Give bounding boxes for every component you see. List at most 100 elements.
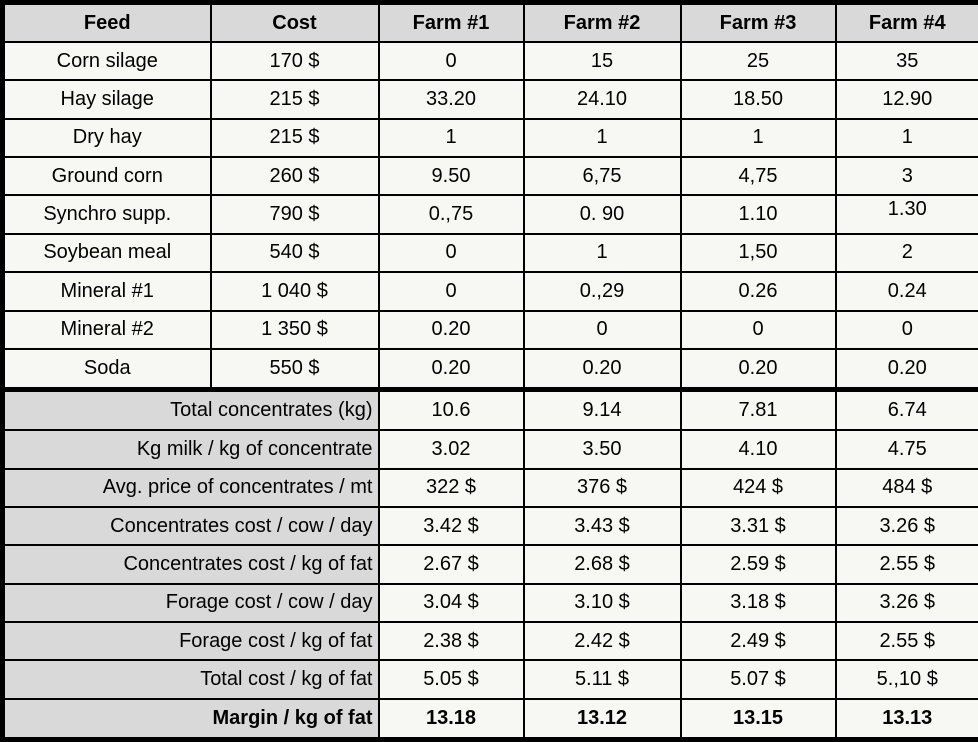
value-cell: 1 [834, 117, 978, 159]
feed-name-cell: Soybean meal [1, 232, 212, 274]
table-row-mineral-2: Mineral #2 1 350 $ 0.20 0 0 0 [1, 309, 978, 350]
value-cell: 0.20 [377, 309, 525, 350]
table-row-ground-corn: Ground corn 260 $ 9.50 6,75 4,75 3 [1, 156, 978, 197]
value-cell: 1 [522, 232, 682, 274]
summary-row-margin-kg-fat: Margin / kg of fat 13.18 13.12 13.15 13.… [1, 697, 978, 741]
summary-label-cell: Avg. price of concentrates / mt [1, 467, 380, 508]
value-cell: 0.20 [377, 347, 525, 391]
raised-value: 1.30 [887, 198, 927, 221]
summary-row-avg-price-concentrates: Avg. price of concentrates / mt 322 $ 37… [1, 467, 978, 508]
value-cell: 3.31 $ [679, 505, 837, 547]
value-cell: 0 [834, 309, 978, 350]
value-cell: 0.20 [834, 347, 978, 391]
summary-row-kg-milk-per-kg-concentrate: Kg milk / kg of concentrate 3.02 3.50 4.… [1, 429, 978, 470]
value-cell: 2.67 $ [377, 544, 525, 585]
value-cell: 0 [377, 40, 525, 82]
cost-cell: 1 040 $ [209, 271, 380, 312]
value-cell: 33.20 [377, 79, 525, 120]
value-cell: 3.43 $ [522, 505, 682, 547]
summary-label-cell: Concentrates cost / kg of fat [1, 544, 380, 585]
feed-name-cell: Synchro supp. [1, 194, 212, 235]
cost-cell: 1 350 $ [209, 309, 380, 350]
cost-cell: 215 $ [209, 79, 380, 120]
value-cell: 4,75 [679, 156, 837, 197]
value-cell: 5.11 $ [522, 659, 682, 700]
value-cell: 5.07 $ [679, 659, 837, 700]
value-cell: 2.55 $ [834, 620, 978, 662]
column-header-farm2: Farm #2 [522, 1, 682, 43]
value-cell: 6,75 [522, 156, 682, 197]
table-row-dry-hay: Dry hay 215 $ 1 1 1 1 [1, 117, 978, 159]
value-cell: 2.49 $ [679, 620, 837, 662]
value-cell: 4.75 [834, 429, 978, 470]
feed-name-cell: Corn silage [1, 40, 212, 82]
cost-cell: 540 $ [209, 232, 380, 274]
table-row-mineral-1: Mineral #1 1 040 $ 0 0.,29 0.26 0.24 [1, 271, 978, 312]
table-row-synchro-supp: Synchro supp. 790 $ 0.,75 0. 90 1.10 1.3… [1, 194, 978, 235]
summary-label-cell: Margin / kg of fat [1, 697, 380, 741]
value-cell: 1.30 [834, 194, 978, 235]
value-cell: 1.10 [679, 194, 837, 235]
feed-name-cell: Mineral #1 [1, 271, 212, 312]
value-cell: 322 $ [377, 467, 525, 508]
table-row-soda: Soda 550 $ 0.20 0.20 0.20 0.20 [1, 347, 978, 391]
summary-row-forage-cost-kg-fat: Forage cost / kg of fat 2.38 $ 2.42 $ 2.… [1, 620, 978, 662]
value-cell: 12.90 [834, 79, 978, 120]
value-cell: 5.,10 $ [834, 659, 978, 700]
feed-name-cell: Dry hay [1, 117, 212, 159]
feed-name-cell: Mineral #2 [1, 309, 212, 350]
value-cell: 0.24 [834, 271, 978, 312]
table-row-corn-silage: Corn silage 170 $ 0 15 25 35 [1, 40, 978, 82]
value-cell: 13.15 [679, 697, 837, 741]
value-cell: 3.42 $ [377, 505, 525, 547]
value-cell: 0.20 [679, 347, 837, 391]
value-cell: 6.74 [834, 387, 978, 432]
value-cell: 3.02 [377, 429, 525, 470]
value-cell: 0 [679, 309, 837, 350]
value-cell: 0 [377, 271, 525, 312]
summary-label-cell: Concentrates cost / cow / day [1, 505, 380, 547]
value-cell: 3.26 $ [834, 582, 978, 623]
value-cell: 3 [834, 156, 978, 197]
value-cell: 1 [377, 117, 525, 159]
summary-label-cell: Total cost / kg of fat [1, 659, 380, 700]
column-header-farm3: Farm #3 [679, 1, 837, 43]
value-cell: 0. 90 [522, 194, 682, 235]
summary-label-cell: Total concentrates (kg) [1, 387, 380, 432]
value-cell: 3.26 $ [834, 505, 978, 547]
header-row: Feed Cost Farm #1 Farm #2 Farm #3 Farm #… [1, 1, 978, 43]
column-header-farm1: Farm #1 [377, 1, 525, 43]
value-cell: 9.50 [377, 156, 525, 197]
value-cell: 2.68 $ [522, 544, 682, 585]
cost-cell: 260 $ [209, 156, 380, 197]
value-cell: 3.18 $ [679, 582, 837, 623]
summary-row-concentrates-cost-kg-fat: Concentrates cost / kg of fat 2.67 $ 2.6… [1, 544, 978, 585]
value-cell: 5.05 $ [377, 659, 525, 700]
table-row-soybean-meal: Soybean meal 540 $ 0 1 1,50 2 [1, 232, 978, 274]
value-cell: 9.14 [522, 387, 682, 432]
column-header-cost: Cost [209, 1, 380, 43]
value-cell: 4.10 [679, 429, 837, 470]
value-cell: 2.38 $ [377, 620, 525, 662]
value-cell: 25 [679, 40, 837, 82]
value-cell: 13.18 [377, 697, 525, 741]
value-cell: 13.12 [522, 697, 682, 741]
value-cell: 2.55 $ [834, 544, 978, 585]
cost-cell: 790 $ [209, 194, 380, 235]
value-cell: 2.42 $ [522, 620, 682, 662]
value-cell: 0 [522, 309, 682, 350]
value-cell: 15 [522, 40, 682, 82]
value-cell: 7.81 [679, 387, 837, 432]
value-cell: 1 [522, 117, 682, 159]
value-cell: 0.,75 [377, 194, 525, 235]
value-cell: 424 $ [679, 467, 837, 508]
value-cell: 0.,29 [522, 271, 682, 312]
value-cell: 3.10 $ [522, 582, 682, 623]
summary-row-forage-cost-cow-day: Forage cost / cow / day 3.04 $ 3.10 $ 3.… [1, 582, 978, 623]
value-cell: 3.50 [522, 429, 682, 470]
summary-row-total-concentrates: Total concentrates (kg) 10.6 9.14 7.81 6… [1, 387, 978, 432]
cost-cell: 550 $ [209, 347, 380, 391]
value-cell: 1 [679, 117, 837, 159]
